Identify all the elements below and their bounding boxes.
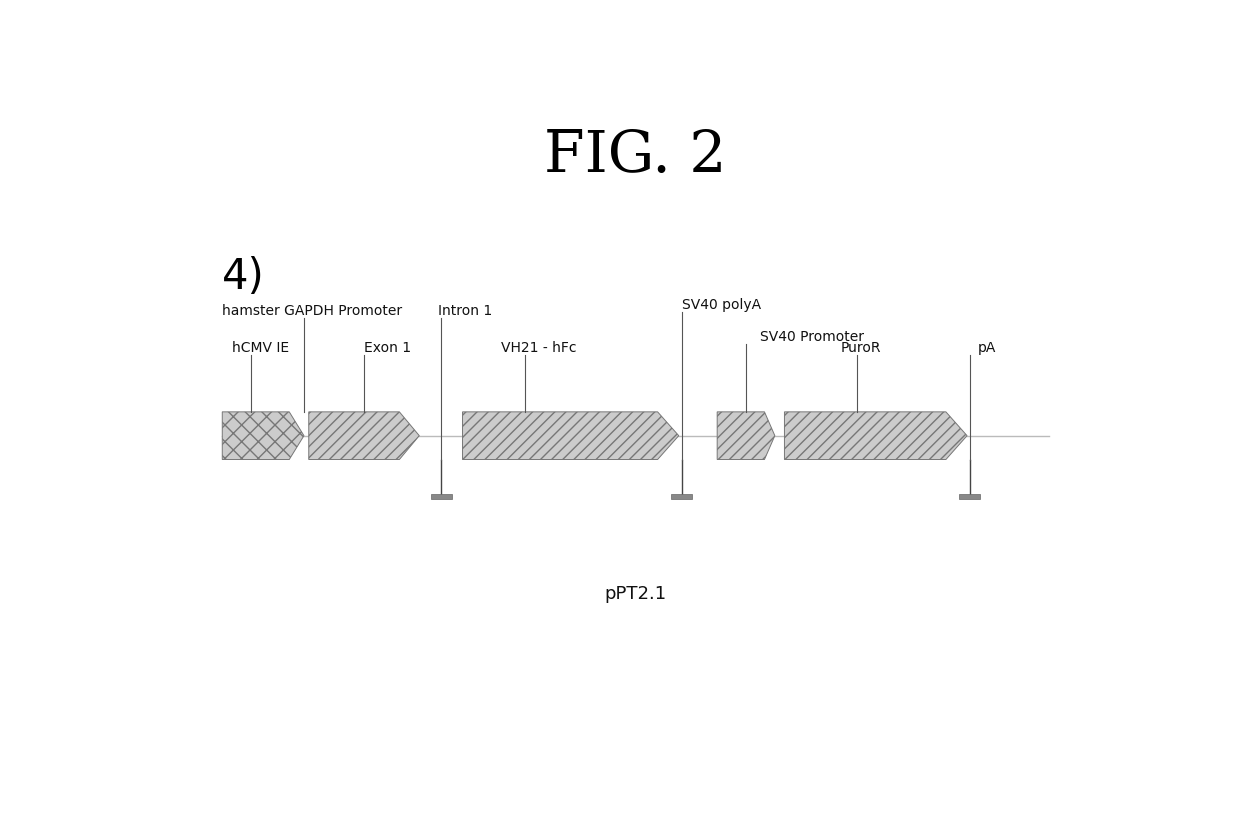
Polygon shape [309,412,419,460]
Text: Intron 1: Intron 1 [439,304,492,318]
Polygon shape [717,412,775,460]
Bar [671,494,692,499]
Text: SV40 Promoter: SV40 Promoter [760,329,864,343]
Text: hamster GAPDH Promoter: hamster GAPDH Promoter [222,304,403,318]
Bar [960,494,981,499]
Text: VH21 - hFc: VH21 - hFc [501,341,577,355]
Polygon shape [463,412,678,460]
Polygon shape [222,412,304,460]
Text: FIG. 2: FIG. 2 [544,128,727,184]
Polygon shape [785,412,967,460]
Text: PuroR: PuroR [841,341,880,355]
Text: SV40 polyA: SV40 polyA [682,298,761,312]
Text: pA: pA [977,341,996,355]
Text: 4): 4) [222,256,265,298]
Bar [430,494,451,499]
Text: Exon 1: Exon 1 [365,341,412,355]
Text: hCMV IE: hCMV IE [232,341,289,355]
Text: pPT2.1: pPT2.1 [604,586,667,604]
